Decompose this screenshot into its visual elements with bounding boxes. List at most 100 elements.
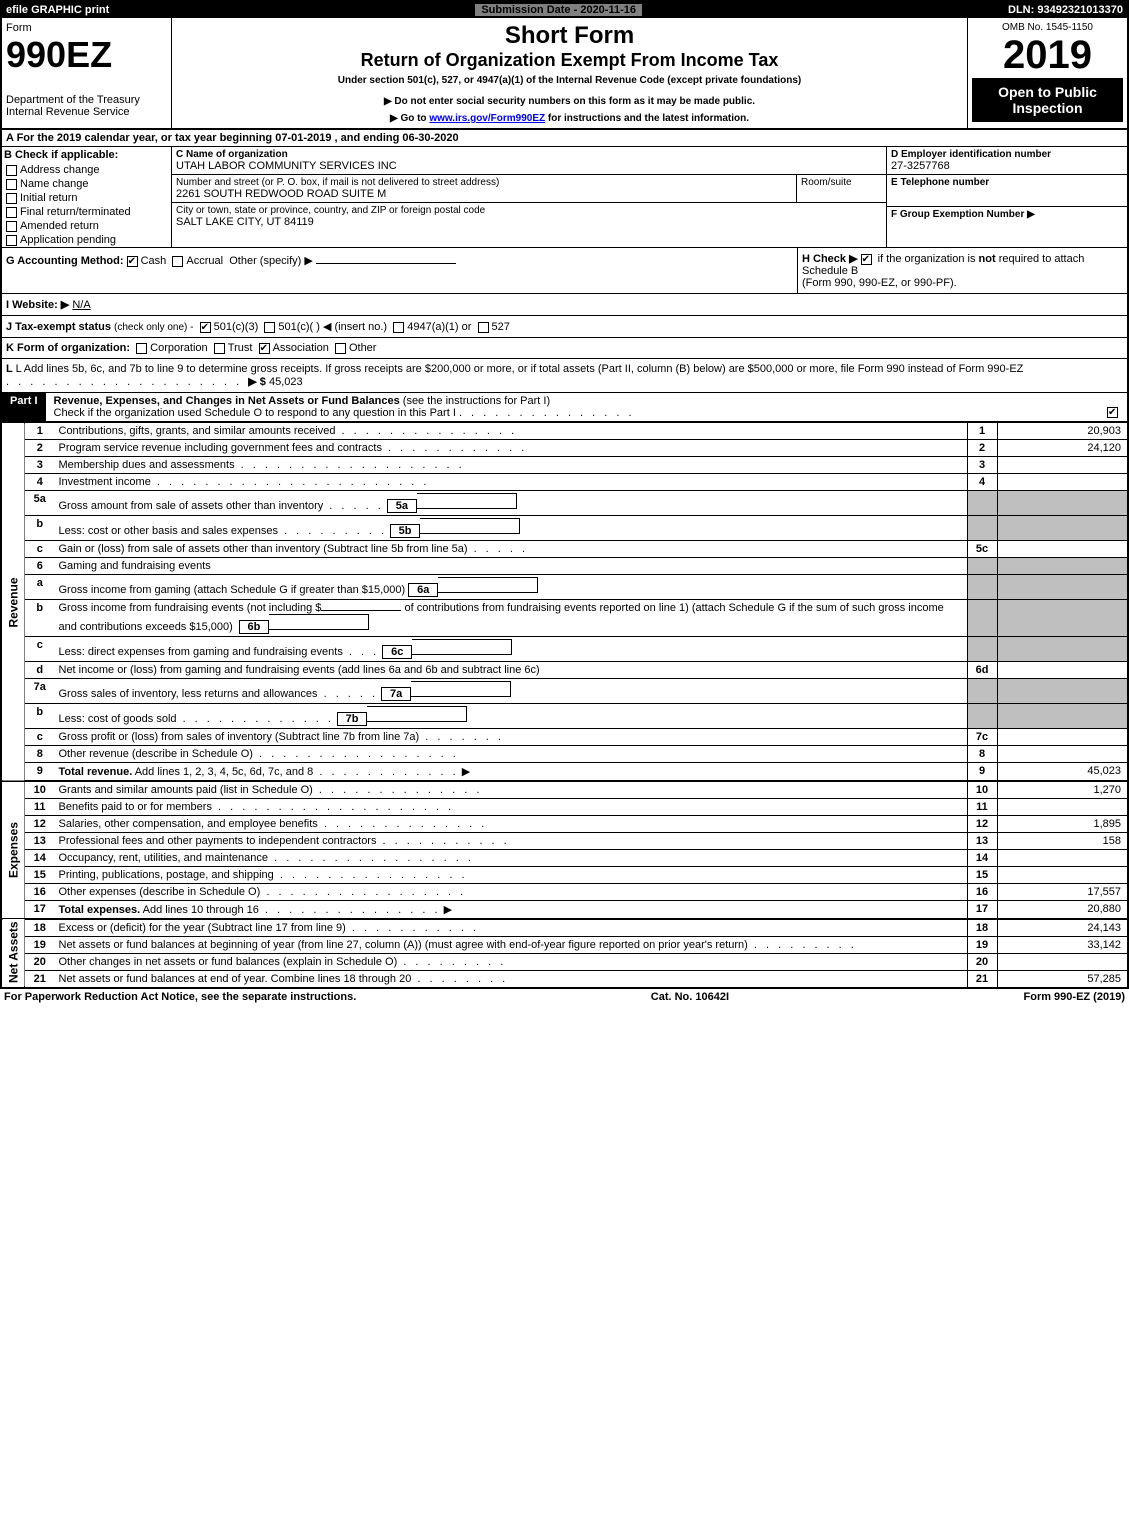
footer: For Paperwork Reduction Act Notice, see … (0, 989, 1129, 1005)
n-20: 20 (25, 954, 55, 971)
t-6d: Net income or (loss) from gaming and fun… (55, 662, 968, 679)
part-1-label: Part I (2, 393, 48, 421)
rn-16: 16 (967, 884, 997, 901)
n-6b: b (25, 600, 55, 637)
rn-2: 2 (967, 440, 997, 457)
street-label: Number and street (or P. O. box, if mail… (176, 177, 792, 188)
n-6c: c (25, 637, 55, 662)
t-18: Excess or (deficit) for the year (Subtra… (59, 922, 346, 934)
ein: 27-3257768 (891, 160, 1123, 172)
rn-9: 9 (967, 763, 997, 782)
label-accrual: Accrual (186, 255, 223, 267)
rn-19: 19 (967, 937, 997, 954)
v-12: 1,895 (997, 816, 1127, 833)
period-begin: 07-01-2019 (275, 132, 331, 144)
check-trust[interactable] (214, 343, 225, 354)
line-i: I Website: ▶ N/A (2, 294, 1127, 316)
n-18: 18 (25, 919, 55, 937)
check-4947[interactable] (393, 322, 404, 333)
part-1-instr: (see the instructions for Part I) (400, 395, 550, 407)
n-19: 19 (25, 937, 55, 954)
v-6d (997, 662, 1127, 679)
part-1-title: Revenue, Expenses, and Changes in Net As… (54, 395, 400, 407)
label-501c: 501(c)( ) ◀ (insert no.) (278, 321, 387, 333)
check-address-change[interactable] (6, 165, 17, 176)
line-j: J Tax-exempt status (check only one) - 5… (2, 316, 1127, 338)
v-4 (997, 474, 1127, 491)
check-amended-return[interactable] (6, 221, 17, 232)
header-right: OMB No. 1545-1150 2019 Open to Public In… (967, 18, 1127, 128)
t-5c: Gain or (loss) from sale of assets other… (59, 543, 468, 555)
check-accrual[interactable] (172, 256, 183, 267)
part-1-header: Part I Revenue, Expenses, and Changes in… (2, 393, 1127, 422)
check-501c3[interactable] (200, 322, 211, 333)
check-schedule-b[interactable] (861, 254, 872, 265)
check-name-change[interactable] (6, 179, 17, 190)
t-19: Net assets or fund balances at beginning… (59, 939, 748, 951)
n-6a: a (25, 575, 55, 600)
v-16: 17,557 (997, 884, 1127, 901)
check-corp[interactable] (136, 343, 147, 354)
side-expenses: Expenses (2, 781, 25, 919)
street-address: 2261 SOUTH REDWOOD ROAD SUITE M (176, 188, 792, 200)
n-13: 13 (25, 833, 55, 850)
n-5a: 5a (25, 491, 55, 516)
part-1-check-text: Check if the organization used Schedule … (54, 407, 456, 419)
label-amended-return: Amended return (20, 220, 99, 232)
form-header: Form 990EZ Department of the Treasury In… (2, 18, 1127, 130)
check-final-return[interactable] (6, 207, 17, 218)
check-assoc[interactable] (259, 343, 270, 354)
t-11: Benefits paid to or for members (59, 801, 212, 813)
n-5c: c (25, 541, 55, 558)
v-3 (997, 457, 1127, 474)
check-initial-return[interactable] (6, 193, 17, 204)
entity-block: B Check if applicable: Address change Na… (2, 147, 1127, 248)
note-goto-a: ▶ Go to (390, 113, 429, 124)
n-11: 11 (25, 799, 55, 816)
v-7c (997, 729, 1127, 746)
sub-5a: 5a (387, 499, 417, 513)
org-name: UTAH LABOR COMMUNITY SERVICES INC (176, 160, 882, 172)
n-15: 15 (25, 867, 55, 884)
t-21: Net assets or fund balances at end of ye… (59, 973, 412, 985)
n-8: 8 (25, 746, 55, 763)
n-7a: 7a (25, 679, 55, 704)
check-cash[interactable] (127, 256, 138, 267)
t-13: Professional fees and other payments to … (59, 835, 377, 847)
v-17: 20,880 (997, 901, 1127, 920)
t-8: Other revenue (describe in Schedule O) (59, 748, 253, 760)
check-527[interactable] (478, 322, 489, 333)
line-a-period: A For the 2019 calendar year, or tax yea… (2, 130, 1127, 147)
form-number: 990EZ (6, 34, 167, 76)
line-g-label: G Accounting Method: (6, 255, 124, 267)
note-goto-b: for instructions and the latest informat… (545, 113, 749, 124)
label-corp: Corporation (150, 342, 207, 354)
t-7c: Gross profit or (loss) from sales of inv… (59, 731, 420, 743)
n-7c: c (25, 729, 55, 746)
efile-label: efile GRAPHIC print (6, 4, 109, 16)
gross-receipts: 45,023 (269, 376, 303, 388)
irs-link[interactable]: www.irs.gov/Form990EZ (429, 113, 545, 124)
city-label: City or town, state or province, country… (176, 205, 882, 216)
line-i-label: I Website: ▶ (6, 299, 69, 311)
box-e-label: E Telephone number (891, 177, 1123, 188)
check-app-pending[interactable] (6, 235, 17, 246)
note-ssn: ▶ Do not enter social security numbers o… (176, 96, 963, 107)
rn-8: 8 (967, 746, 997, 763)
t-4: Investment income (59, 476, 151, 488)
n-4: 4 (25, 474, 55, 491)
v-1: 20,903 (997, 423, 1127, 440)
label-527: 527 (492, 321, 510, 333)
v-19: 33,142 (997, 937, 1127, 954)
v-2: 24,120 (997, 440, 1127, 457)
check-schedule-o-part1[interactable] (1107, 407, 1118, 418)
check-501c[interactable] (264, 322, 275, 333)
irs-label: Internal Revenue Service (6, 106, 167, 118)
title-short-form: Short Form (176, 22, 963, 50)
label-4947: 4947(a)(1) or (407, 321, 471, 333)
t-7b: Less: cost of goods sold (59, 713, 177, 725)
part-1-table: Revenue 1 Contributions, gifts, grants, … (2, 422, 1127, 987)
side-netassets: Net Assets (2, 919, 25, 987)
line-h-d: (Form 990, 990-EZ, or 990-PF). (802, 277, 957, 289)
check-other-org[interactable] (335, 343, 346, 354)
